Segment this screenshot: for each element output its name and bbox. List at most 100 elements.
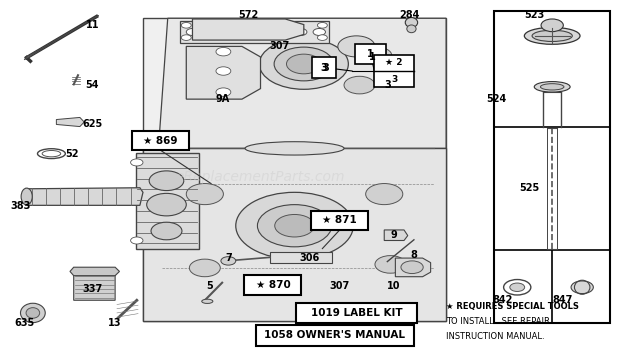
Text: 847: 847 — [552, 295, 573, 305]
Polygon shape — [396, 258, 431, 277]
Text: 525: 525 — [520, 183, 540, 193]
Polygon shape — [25, 188, 143, 205]
Circle shape — [131, 237, 143, 244]
Polygon shape — [136, 152, 198, 249]
Polygon shape — [70, 267, 120, 276]
Circle shape — [313, 29, 326, 36]
Circle shape — [275, 215, 314, 237]
Circle shape — [216, 67, 231, 75]
Text: 10: 10 — [387, 281, 401, 291]
Circle shape — [216, 47, 231, 56]
Circle shape — [273, 29, 285, 36]
Circle shape — [294, 29, 307, 36]
Text: 307: 307 — [269, 41, 289, 52]
Circle shape — [181, 23, 191, 28]
Circle shape — [147, 193, 186, 216]
Polygon shape — [159, 18, 446, 148]
Circle shape — [510, 283, 525, 292]
Polygon shape — [74, 269, 115, 300]
Ellipse shape — [245, 142, 344, 155]
Circle shape — [338, 36, 375, 57]
Circle shape — [317, 23, 327, 28]
Bar — [355, 44, 386, 64]
Circle shape — [344, 76, 375, 94]
Bar — [494, 11, 610, 323]
Circle shape — [317, 35, 327, 41]
Text: 1: 1 — [368, 52, 375, 62]
Circle shape — [186, 29, 198, 36]
Text: 524: 524 — [487, 94, 507, 104]
Ellipse shape — [202, 299, 213, 304]
Polygon shape — [270, 252, 332, 263]
Circle shape — [229, 29, 242, 36]
Text: ★ 871: ★ 871 — [322, 215, 357, 226]
Bar — [312, 57, 336, 78]
Ellipse shape — [21, 188, 32, 205]
Text: 383: 383 — [11, 202, 30, 211]
Text: 11: 11 — [86, 20, 99, 30]
Text: 7: 7 — [225, 253, 232, 263]
Circle shape — [401, 261, 423, 274]
Circle shape — [181, 35, 191, 41]
Circle shape — [151, 222, 182, 240]
Text: ★ 2: ★ 2 — [386, 59, 403, 67]
Text: 8: 8 — [410, 250, 417, 259]
Circle shape — [216, 88, 231, 96]
Circle shape — [236, 192, 353, 259]
Circle shape — [541, 19, 564, 32]
Circle shape — [131, 159, 143, 166]
Text: ★ 869: ★ 869 — [143, 136, 177, 146]
Circle shape — [186, 184, 223, 205]
Polygon shape — [56, 118, 84, 127]
Text: 54: 54 — [86, 80, 99, 90]
Circle shape — [189, 259, 220, 277]
Circle shape — [366, 184, 403, 205]
Circle shape — [259, 39, 348, 89]
Circle shape — [149, 171, 184, 191]
Ellipse shape — [20, 303, 45, 323]
Polygon shape — [143, 18, 446, 321]
Text: 842: 842 — [493, 295, 513, 305]
Text: 9: 9 — [390, 229, 397, 240]
Text: 625: 625 — [82, 119, 102, 129]
Ellipse shape — [405, 18, 418, 28]
Text: 3: 3 — [384, 80, 391, 90]
Polygon shape — [180, 21, 329, 43]
Bar — [296, 303, 417, 323]
Circle shape — [378, 64, 403, 78]
Text: 635: 635 — [14, 318, 34, 329]
Circle shape — [257, 205, 332, 247]
Circle shape — [251, 29, 264, 36]
Ellipse shape — [534, 82, 570, 92]
Ellipse shape — [26, 308, 40, 318]
Text: 1: 1 — [367, 49, 374, 59]
Ellipse shape — [525, 28, 580, 44]
Text: eReplacementParts.com: eReplacementParts.com — [175, 169, 345, 184]
Polygon shape — [384, 230, 408, 240]
Polygon shape — [143, 148, 446, 321]
Circle shape — [221, 257, 236, 265]
Circle shape — [274, 47, 334, 81]
Circle shape — [571, 281, 593, 294]
Text: 337: 337 — [82, 284, 102, 294]
Text: 523: 523 — [524, 10, 544, 20]
Text: 1058 OWNER'S MANUAL: 1058 OWNER'S MANUAL — [264, 330, 405, 340]
Bar — [256, 325, 414, 346]
Circle shape — [286, 54, 321, 74]
Text: 3: 3 — [321, 62, 327, 72]
Circle shape — [365, 47, 392, 63]
Bar — [244, 275, 301, 295]
Bar — [374, 55, 414, 87]
Bar — [311, 211, 368, 230]
Polygon shape — [24, 16, 99, 60]
Text: 572: 572 — [238, 10, 259, 20]
Polygon shape — [192, 19, 304, 40]
Ellipse shape — [532, 30, 572, 42]
Text: 1019 LABEL KIT: 1019 LABEL KIT — [311, 308, 402, 318]
Bar — [132, 131, 188, 150]
Text: TO INSTALL.  SEE REPAIR: TO INSTALL. SEE REPAIR — [446, 317, 550, 326]
Circle shape — [208, 29, 220, 36]
Polygon shape — [186, 46, 260, 99]
Text: INSTRUCTION MANUAL.: INSTRUCTION MANUAL. — [446, 331, 545, 341]
Text: 52: 52 — [65, 149, 79, 158]
